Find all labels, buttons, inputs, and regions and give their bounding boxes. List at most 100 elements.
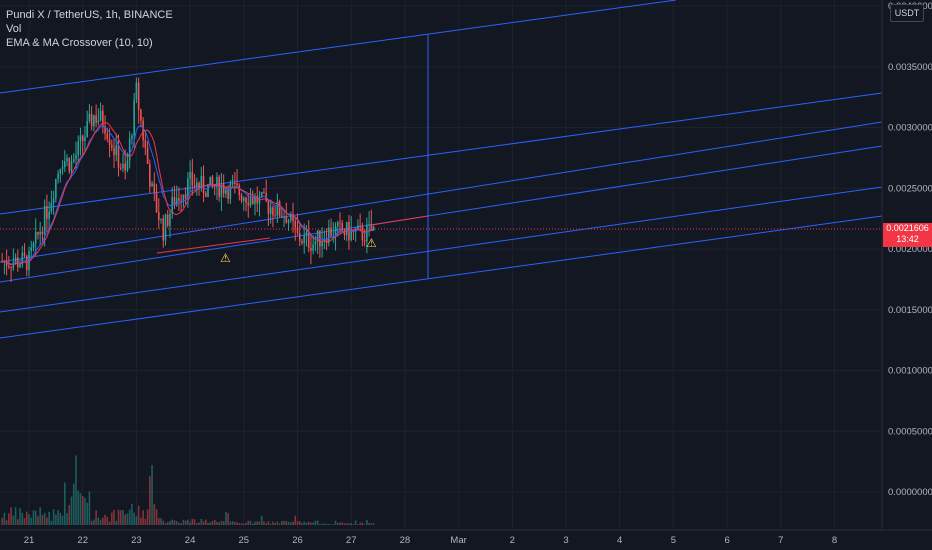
candle-body <box>269 207 272 214</box>
candle-body <box>350 229 352 241</box>
candle-body <box>310 247 312 251</box>
channel-line-lower[interactable] <box>0 215 883 339</box>
volume-bar <box>30 517 33 525</box>
symbol-title[interactable]: Pundi X / TetherUS, 1h, BINANCE <box>6 9 173 21</box>
volume-bar <box>296 521 299 525</box>
volume-bar <box>285 521 288 525</box>
volume-bar <box>184 520 187 525</box>
time-tick-label: 5 <box>671 535 676 546</box>
volume-bar <box>28 514 30 525</box>
volume-bar <box>260 515 263 525</box>
volume-bar <box>236 522 238 525</box>
candle-body <box>157 212 160 220</box>
warning-marker-2[interactable]: ⚠ <box>366 236 377 250</box>
currency-selector[interactable]: USDT <box>890 4 924 22</box>
price-tick-label: 0.0015000 <box>888 305 932 316</box>
volume-bar <box>294 515 297 525</box>
volume-bar <box>135 516 138 525</box>
volume-bar <box>366 519 368 525</box>
volume-bar <box>330 524 332 525</box>
candle-body <box>95 115 97 123</box>
candle-body <box>207 184 209 197</box>
volume-bar <box>133 512 135 525</box>
time-tick-label: 3 <box>563 535 568 546</box>
ema-ma-indicator-label[interactable]: EMA & MA Crossover (10, 10) <box>6 37 153 49</box>
volume-bar <box>151 464 153 525</box>
candle-body <box>372 226 375 231</box>
candle-body <box>14 257 17 263</box>
volume-bar <box>14 507 17 525</box>
volume-bar <box>354 520 357 525</box>
volume-bar <box>292 521 294 525</box>
candle-body <box>334 226 337 237</box>
candle-body <box>39 231 41 235</box>
candle-body <box>227 189 229 200</box>
candle-body <box>142 120 144 141</box>
volume-bar <box>193 519 196 525</box>
candle-body <box>339 222 341 224</box>
candle-body <box>113 147 115 156</box>
candle-body <box>93 115 95 126</box>
parallel-channel-drawing[interactable] <box>0 0 883 339</box>
volume-bar <box>162 520 165 525</box>
ema-line <box>2 124 374 265</box>
candle-body <box>102 110 104 127</box>
volume-bar <box>21 512 24 525</box>
volume-bar <box>97 517 100 525</box>
candle-body <box>267 200 270 214</box>
candle-body <box>368 224 370 226</box>
current-price-tag: 0.0021606 13:42 <box>883 223 932 247</box>
volume-bar <box>343 523 346 525</box>
candle-body <box>325 239 328 244</box>
candle-body <box>166 214 169 226</box>
candle-body <box>348 221 350 241</box>
volume-bar <box>10 507 12 525</box>
volume-bar <box>345 523 348 525</box>
candle-body <box>283 216 285 218</box>
volume-bar <box>17 519 19 525</box>
trend-lines[interactable] <box>156 215 429 254</box>
candle-body <box>361 226 364 241</box>
candle-body <box>84 136 86 141</box>
warning-triangle-icon[interactable]: ⚠ <box>220 251 231 265</box>
candle-body <box>307 232 310 248</box>
warning-marker-1[interactable]: ⚠ <box>220 251 231 265</box>
channel-line-mid-lower[interactable] <box>0 186 883 313</box>
candle-body <box>345 221 348 236</box>
volume-bar <box>267 521 270 525</box>
volume-bar <box>88 491 91 525</box>
warning-triangle-icon[interactable]: ⚠ <box>366 236 377 250</box>
candle-body <box>287 220 290 223</box>
time-axis[interactable] <box>0 530 882 550</box>
volume-indicator-label[interactable]: Vol <box>6 23 22 35</box>
channel-line-upper[interactable] <box>0 92 883 215</box>
candle-body <box>155 192 158 213</box>
volume-bar <box>124 514 127 525</box>
price-tick-label: 0.0025000 <box>888 183 932 194</box>
time-tick-label: 24 <box>185 535 196 546</box>
channel-line-mid-upper[interactable] <box>0 121 883 263</box>
candle-body <box>126 160 129 171</box>
time-tick-label: 28 <box>400 535 411 546</box>
volume-bar <box>243 523 245 525</box>
candle-body <box>298 232 301 242</box>
trend-line-2[interactable] <box>371 215 429 226</box>
volume-bar <box>263 521 265 525</box>
candle-body <box>198 182 200 189</box>
trend-line-1[interactable] <box>156 237 271 254</box>
candle-body <box>238 185 241 196</box>
candle-body <box>182 194 185 201</box>
channel-line-mid[interactable] <box>0 145 883 283</box>
price-axis[interactable] <box>882 0 932 530</box>
candle-body <box>316 230 319 242</box>
candle-body <box>115 145 118 156</box>
time-tick-label: 4 <box>617 535 622 546</box>
volume-bar <box>319 524 321 525</box>
candle-body <box>276 201 279 216</box>
channel-line-top[interactable] <box>0 0 677 94</box>
candle-body <box>220 184 223 197</box>
candle-body <box>370 224 373 231</box>
volume-bar <box>93 519 95 525</box>
candle-body <box>274 215 276 217</box>
